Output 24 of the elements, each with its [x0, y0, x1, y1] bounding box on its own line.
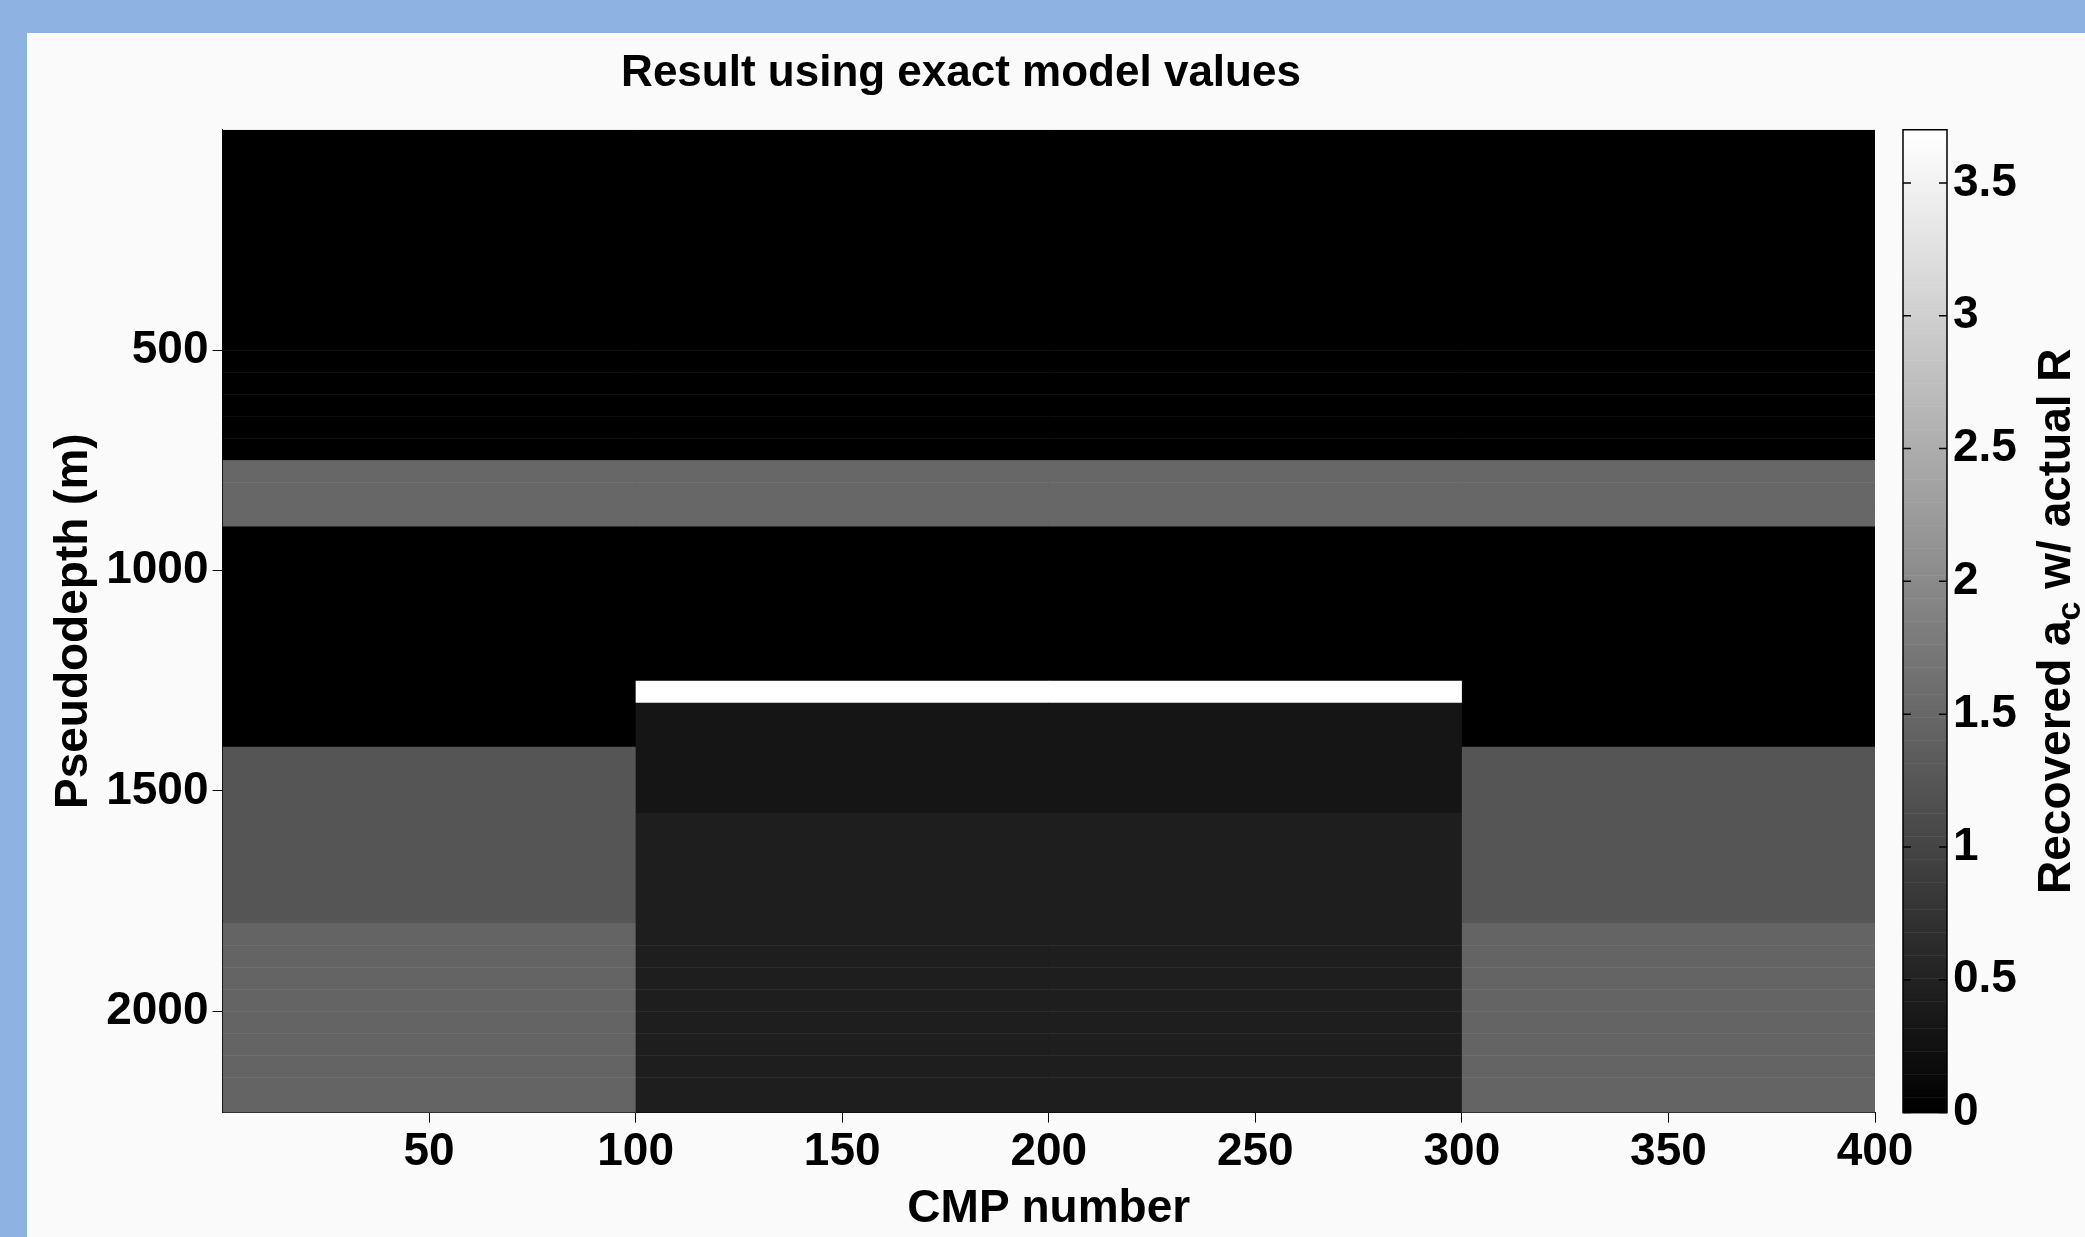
color-bar-title: Recovered ac w/ actual R [2027, 348, 2085, 894]
color-bar-label: 3.5 [1953, 153, 2017, 206]
x-tick-label: 300 [1423, 1122, 1501, 1175]
x-tick-label: 150 [803, 1122, 881, 1175]
x-tick-label: 350 [1630, 1122, 1707, 1175]
color-bar-label: 2.5 [1953, 419, 2017, 472]
x-tick-label: 200 [1010, 1122, 1088, 1175]
x-tick-label: 100 [597, 1122, 675, 1175]
color-bar-label: 1 [1953, 817, 1979, 870]
x-tick-label: 50 [403, 1122, 455, 1175]
color-bar-label: 0.5 [1953, 950, 2017, 1003]
color-bar-label: 1.5 [1953, 684, 2017, 737]
chart-title: Result using exact model values [621, 45, 1301, 95]
color-bar-label: 2 [1953, 552, 1979, 605]
y-tick-label: 500 [131, 320, 209, 373]
y-tick-label: 2000 [106, 981, 209, 1034]
y-tick-label: 1000 [106, 541, 209, 594]
y-tick-label: 1500 [106, 761, 209, 814]
x-axis-title: CMP number [907, 1180, 1191, 1233]
color-bar-label: 0 [1953, 1083, 1979, 1136]
x-tick-label: 250 [1216, 1122, 1294, 1175]
color-bar-label: 3 [1953, 286, 1979, 339]
x-tick-label: 400 [1836, 1122, 1914, 1175]
y-axis-title: Pseudodepth (m) [45, 433, 98, 810]
